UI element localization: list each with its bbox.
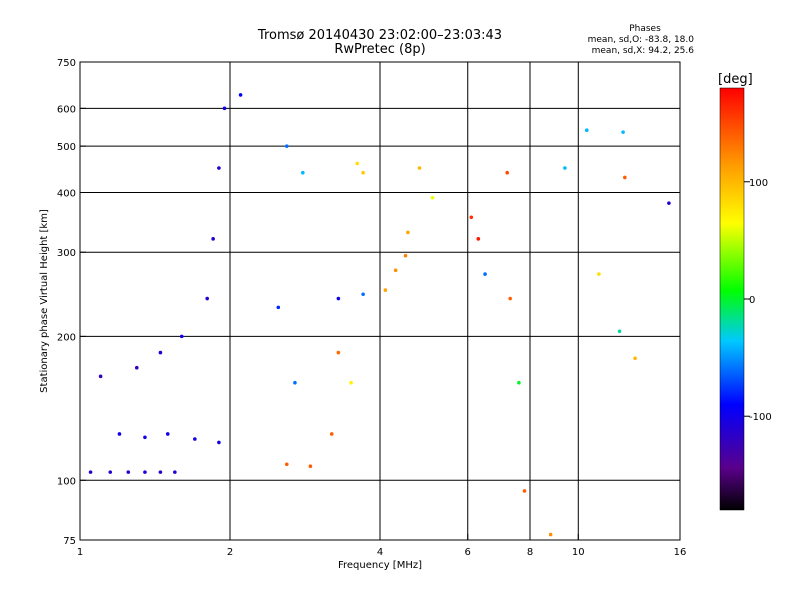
data-point (143, 470, 147, 474)
colorbar-tick-label: -100 (749, 412, 772, 423)
data-point (301, 170, 305, 175)
y-ticks-layer: 75 100 200 300 400 500 600 750 (57, 58, 86, 547)
data-point (329, 432, 334, 436)
x-tick-label: 8 (527, 547, 533, 558)
data-point (284, 144, 289, 148)
data-point (173, 470, 177, 474)
data-point (293, 380, 297, 385)
data-point (383, 288, 388, 292)
y-axis-label: Stationary phase Virtual Height [km] (39, 209, 50, 393)
data-point (361, 292, 365, 297)
data-point (406, 230, 410, 235)
y-tick-label: 500 (57, 142, 76, 153)
data-point (158, 470, 163, 474)
data-point (217, 440, 221, 445)
x-ticks-layer: 1 2 4 6 8 10 16 (77, 534, 687, 558)
data-point (548, 532, 553, 537)
data-point (597, 272, 601, 276)
y-tick-label: 75 (63, 536, 76, 547)
stats-line2: mean, sd,X: 94.2, 25.6 (592, 46, 695, 56)
y-tick-label: 750 (57, 58, 76, 69)
x-tick-label: 1 (77, 547, 83, 558)
data-point (238, 93, 243, 97)
y-tick-label: 100 (57, 476, 76, 487)
grid-layer (80, 62, 680, 540)
data-point (117, 432, 122, 436)
data-point (403, 253, 408, 258)
data-point (469, 215, 474, 220)
x-tick-label: 4 (377, 547, 383, 558)
data-point (633, 356, 637, 361)
data-point (476, 237, 481, 241)
points-layer (88, 93, 671, 537)
x-tick-label: 2 (227, 547, 233, 558)
chart-title-line2: RwPretec (8p) (334, 42, 425, 57)
data-point (505, 170, 509, 175)
x-tick-label: 10 (572, 547, 585, 558)
data-point (617, 329, 622, 334)
data-point (165, 432, 170, 436)
data-point (336, 296, 341, 301)
data-point (217, 166, 221, 170)
data-point (623, 175, 627, 180)
data-point (276, 305, 281, 310)
stats-title: Phases (629, 24, 661, 34)
data-point (108, 470, 113, 474)
data-point (517, 380, 521, 385)
data-point (621, 130, 625, 134)
data-point (88, 470, 93, 474)
data-point (158, 350, 163, 355)
y-tick-label: 400 (57, 188, 76, 199)
data-point (205, 296, 209, 301)
colorbar-tick-label: 0 (749, 295, 755, 306)
data-point (349, 380, 353, 385)
colorbar-tick-label: 100 (749, 178, 768, 189)
data-point (336, 350, 341, 355)
data-point (361, 170, 365, 175)
data-point (508, 296, 512, 301)
data-point (417, 166, 422, 170)
data-point (179, 334, 184, 339)
data-point (284, 462, 289, 467)
data-point (483, 272, 487, 276)
data-point (193, 437, 197, 441)
colorbar (719, 87, 745, 511)
y-tick-label: 300 (57, 248, 76, 259)
data-point (143, 435, 147, 440)
data-point (308, 464, 313, 469)
y-tick-label: 200 (57, 332, 76, 343)
y-tick-label: 600 (57, 104, 76, 115)
data-point (430, 195, 435, 200)
data-point (222, 106, 227, 111)
data-point (563, 166, 567, 170)
data-point (667, 201, 671, 205)
colorbar-ticks-layer: 100 0 -100 (744, 178, 772, 423)
data-point (126, 470, 131, 474)
colorbar-label: [deg] (718, 72, 753, 87)
x-tick-label: 6 (465, 547, 471, 558)
chart-title-line1: Tromsø 20140430 23:02:00–23:03:43 (257, 28, 502, 43)
data-point (393, 268, 398, 273)
data-point (584, 128, 589, 132)
data-point (211, 237, 215, 241)
x-axis-label: Frequency [MHz] (338, 560, 422, 571)
data-point (98, 374, 103, 379)
data-point (522, 489, 527, 493)
stats-line1: mean, sd,O: -83.8, 18.0 (588, 35, 695, 45)
data-point (355, 161, 359, 166)
data-point (134, 365, 139, 370)
x-tick-label: 16 (674, 547, 687, 558)
